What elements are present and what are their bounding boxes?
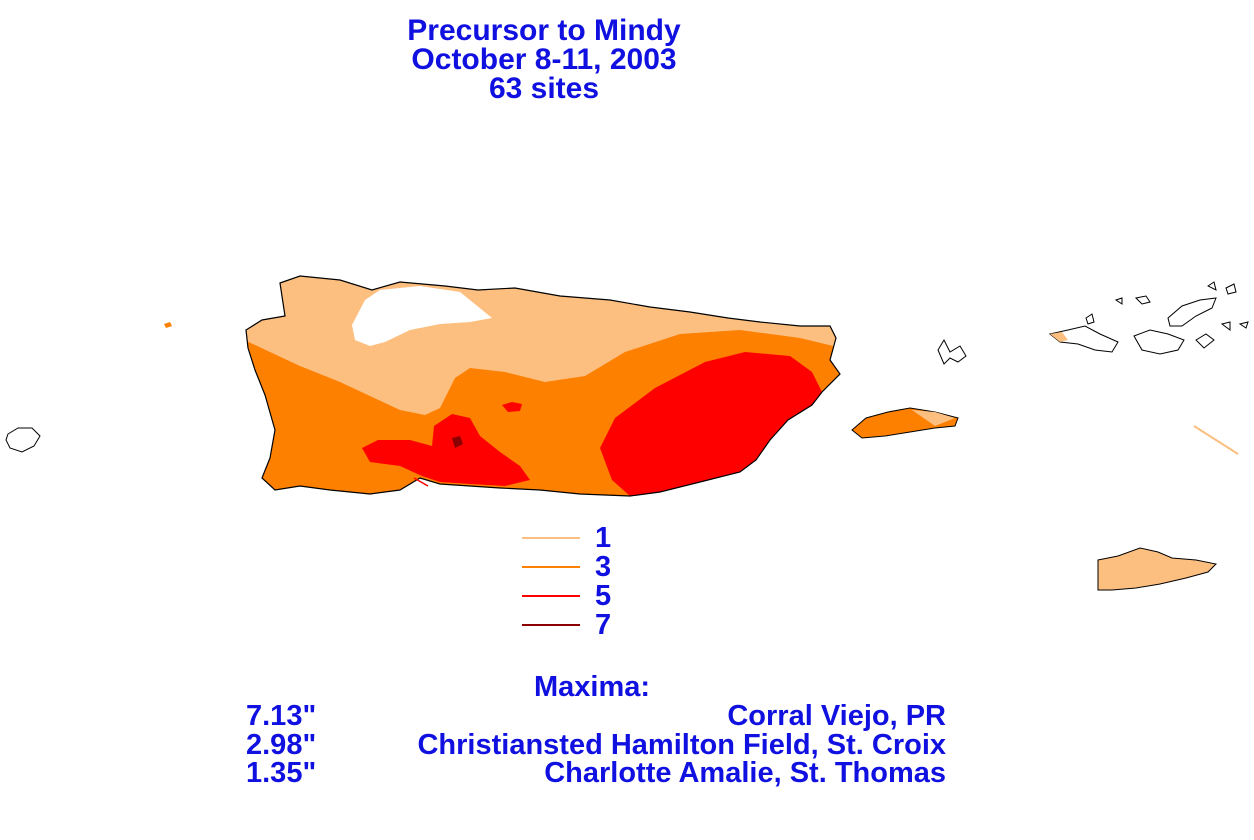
maxima-site: Christiansted Hamilton Field, St. Croix [417,729,946,761]
legend-item-3: 3 [522,551,642,583]
mona-island [5,427,41,453]
legend-label-5: 5 [595,580,612,612]
legend-swatch-5 [522,595,580,597]
legend-label-1: 1 [595,522,612,554]
title-line-dates: October 8-11, 2003 [411,43,677,76]
maxima-row: 1.35" Charlotte Amalie, St. Thomas [246,757,946,789]
map-title: Precursor to Mindy October 8-11, 2003 63… [394,14,694,105]
legend-item-1: 1 [522,522,642,554]
rain-band-5-small [502,402,522,412]
puerto-rico [245,275,841,497]
st-croix-island [1097,547,1218,591]
contour-fragment-east [1193,425,1239,455]
rain-band-5-west [362,414,530,486]
rain-band-5-east [600,352,822,496]
st-john-island [1133,295,1185,355]
legend-swatch-1 [522,537,580,539]
puerto-rico-coastline [245,275,841,497]
title-line-sites: 63 sites [488,72,600,105]
maxima-value: 1.35" [246,757,317,789]
no-rain-area [352,286,492,346]
legend-item-5: 5 [522,580,642,612]
legend-label-3: 3 [595,551,612,583]
legend-label-7: 7 [595,609,612,641]
maxima-site: Charlotte Amalie, St. Thomas [544,757,946,789]
maxima-value: 2.98" [246,729,317,761]
culebra-island [937,338,967,365]
maxima-row: 7.13" Corral Viejo, PR [246,700,946,732]
maxima-value: 7.13" [246,700,317,732]
legend-swatch-3 [522,566,580,568]
contour-fragment-south [413,477,429,487]
bvi-islands [1167,281,1249,349]
maxima-row: 2.98" Christiansted Hamilton Field, St. … [246,729,946,761]
st-thomas-island [1048,297,1123,353]
legend-swatch-7 [522,624,580,626]
maxima-site: Corral Viejo, PR [727,700,946,732]
title-line-storm: Precursor to Mindy [407,14,681,47]
desecheo-island [164,322,172,328]
vieques-island [851,407,959,439]
rain-band-7 [452,436,463,448]
legend-item-7: 7 [522,609,642,641]
maxima-heading: Maxima: [534,671,651,703]
